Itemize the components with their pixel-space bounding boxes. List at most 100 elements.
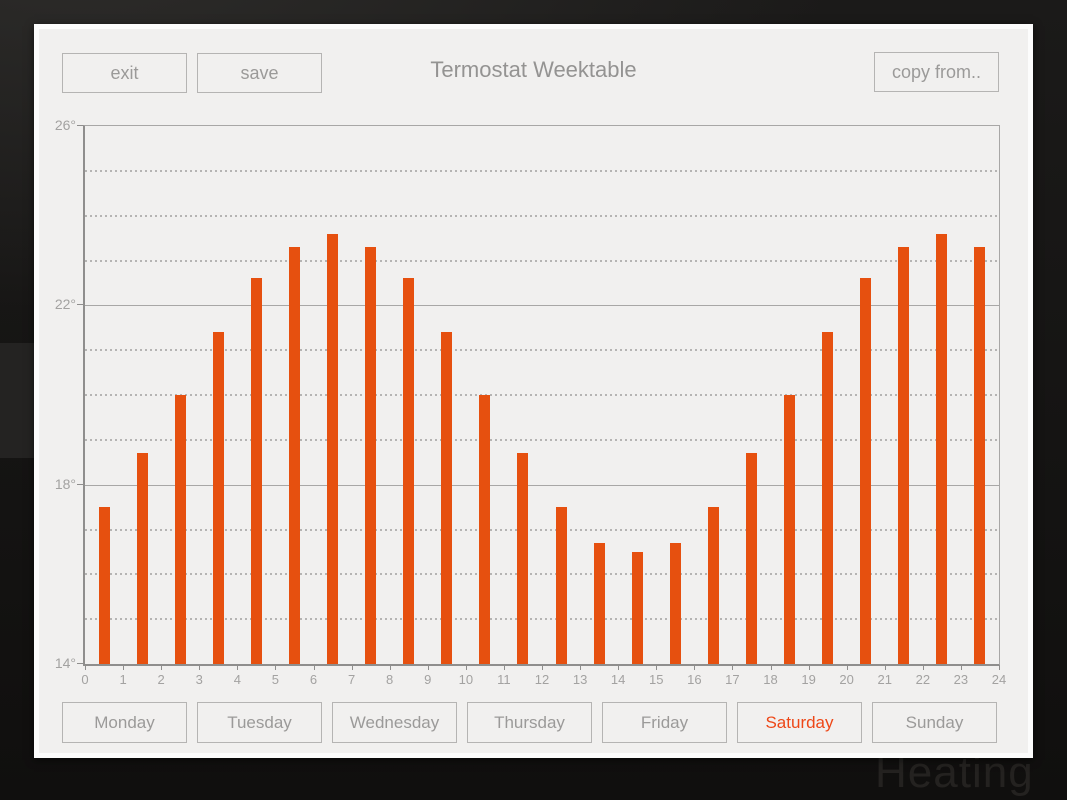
hour-bar-15[interactable] [669, 542, 681, 664]
weektable-panel: exit save Termostat Weektable copy from.… [34, 24, 1033, 758]
x-axis-label-13: 13 [572, 672, 588, 687]
hour-bar-11[interactable] [517, 453, 529, 664]
hour-bar-19[interactable] [822, 332, 834, 664]
day-tab-monday[interactable]: Monday [62, 702, 187, 743]
gridline-minor-17deg [85, 528, 999, 531]
hour-bar-6[interactable] [327, 233, 339, 664]
hour-bar-16[interactable] [707, 507, 719, 664]
y-axis-label-26: 26° [54, 117, 76, 133]
gridline-minor-16deg [85, 573, 999, 576]
x-tick-10 [465, 665, 467, 670]
x-axis-label-17: 17 [725, 672, 740, 687]
x-tick-0 [85, 665, 86, 670]
x-tick-18 [770, 665, 772, 670]
x-axis-label-4: 4 [233, 672, 241, 687]
y-axis-label-18: 18° [54, 475, 76, 492]
x-tick-15 [656, 665, 658, 670]
day-tab-label: Wednesday [349, 712, 440, 732]
day-tab-tuesday[interactable]: Tuesday [197, 702, 322, 743]
x-axis-label-16: 16 [687, 672, 702, 687]
x-axis-label-7: 7 [347, 672, 356, 687]
gridline-minor-15deg [85, 618, 999, 621]
hour-bar-13[interactable] [593, 542, 605, 664]
hour-bar-7[interactable] [365, 247, 377, 664]
save-button[interactable]: save [197, 53, 322, 93]
hour-bar-14[interactable] [631, 551, 643, 664]
x-tick-13 [580, 665, 582, 670]
x-axis-label-21: 21 [877, 672, 892, 687]
x-axis-label-10: 10 [458, 672, 474, 687]
x-axis-label-23: 23 [953, 672, 969, 687]
x-axis-label-20: 20 [839, 672, 854, 687]
day-tab-friday[interactable]: Friday [602, 702, 727, 743]
x-tick-24 [999, 665, 1000, 670]
x-axis-label-19: 19 [801, 672, 816, 687]
y-tick-22 [77, 304, 83, 306]
gridline-major-22deg [85, 305, 999, 307]
y-tick-26 [77, 125, 83, 126]
gridline-minor-21deg [85, 349, 999, 352]
page-title: Termostat Weektable [430, 57, 637, 82]
x-axis-label-3: 3 [195, 672, 203, 687]
x-axis-label-12: 12 [534, 672, 550, 687]
x-axis-label-6: 6 [309, 672, 318, 687]
hour-bar-20[interactable] [860, 278, 872, 664]
copy-from-button[interactable]: copy from.. [874, 52, 999, 92]
y-tick-18 [77, 483, 83, 485]
x-tick-11 [503, 665, 505, 670]
y-axis-label-14: 14° [54, 655, 76, 671]
x-axis-label-22: 22 [915, 672, 931, 687]
day-tab-label: Saturday [765, 712, 834, 732]
y-tick-14 [77, 663, 83, 664]
x-tick-19 [808, 665, 810, 670]
hour-bar-9[interactable] [441, 332, 453, 664]
day-tab-label: Monday [94, 712, 155, 732]
x-axis-label-1: 1 [119, 672, 127, 687]
hour-bar-12[interactable] [555, 507, 567, 664]
gridline-minor-19deg [85, 438, 999, 441]
x-axis-label-0: 0 [81, 672, 89, 687]
hour-bar-5[interactable] [288, 247, 300, 664]
day-tab-label: Friday [640, 712, 689, 732]
day-tab-label: Tuesday [227, 712, 292, 732]
hour-bar-21[interactable] [898, 247, 910, 664]
x-tick-16 [694, 665, 696, 670]
x-axis-label-11: 11 [497, 672, 511, 687]
hour-bar-8[interactable] [403, 278, 415, 664]
temperature-chart-plot-area [83, 125, 1000, 666]
gridline-minor-20deg [85, 394, 999, 396]
hour-bar-0[interactable] [98, 507, 110, 664]
day-tab-saturday[interactable]: Saturday [737, 702, 862, 743]
hour-bar-18[interactable] [784, 395, 796, 664]
hour-bar-1[interactable] [136, 453, 148, 664]
x-axis-label-18: 18 [763, 672, 778, 687]
exit-button[interactable]: exit [62, 53, 187, 93]
x-tick-9 [427, 665, 429, 670]
hour-bar-3[interactable] [212, 332, 224, 664]
gridline-major-18deg [85, 484, 999, 486]
hour-bar-2[interactable] [174, 395, 186, 664]
gridline-minor-24deg [85, 214, 999, 217]
x-axis-label-14: 14 [610, 672, 626, 687]
x-tick-20 [846, 665, 848, 670]
x-tick-5 [275, 665, 277, 670]
day-tab-label: Sunday [905, 712, 964, 732]
x-tick-12 [542, 665, 543, 670]
x-axis-label-24: 24 [991, 672, 1007, 687]
gridline-minor-23deg [85, 259, 999, 262]
x-tick-3 [199, 665, 201, 670]
hour-bar-10[interactable] [479, 395, 491, 664]
x-tick-14 [618, 665, 620, 670]
day-tab-sunday[interactable]: Sunday [872, 702, 997, 743]
x-axis-label-5: 5 [271, 672, 280, 687]
hour-bar-4[interactable] [250, 278, 262, 664]
day-tab-thursday[interactable]: Thursday [467, 702, 592, 743]
x-tick-21 [884, 665, 886, 670]
day-tab-wednesday[interactable]: Wednesday [332, 702, 457, 743]
hour-bar-22[interactable] [936, 233, 948, 664]
hour-bar-23[interactable] [974, 247, 986, 664]
x-tick-6 [313, 665, 315, 670]
hour-bar-17[interactable] [745, 453, 757, 664]
day-tab-label: Thursday [494, 712, 565, 732]
x-axis-label-2: 2 [157, 672, 165, 687]
